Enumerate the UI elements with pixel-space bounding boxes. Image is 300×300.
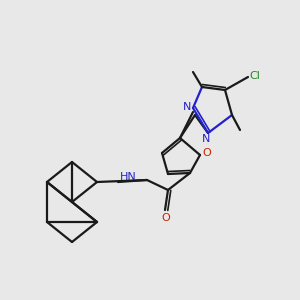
Text: N: N bbox=[183, 102, 191, 112]
Text: HN: HN bbox=[120, 172, 137, 182]
Text: O: O bbox=[202, 148, 211, 158]
Text: N: N bbox=[202, 134, 210, 144]
Text: O: O bbox=[162, 213, 170, 223]
Text: Cl: Cl bbox=[250, 71, 260, 81]
